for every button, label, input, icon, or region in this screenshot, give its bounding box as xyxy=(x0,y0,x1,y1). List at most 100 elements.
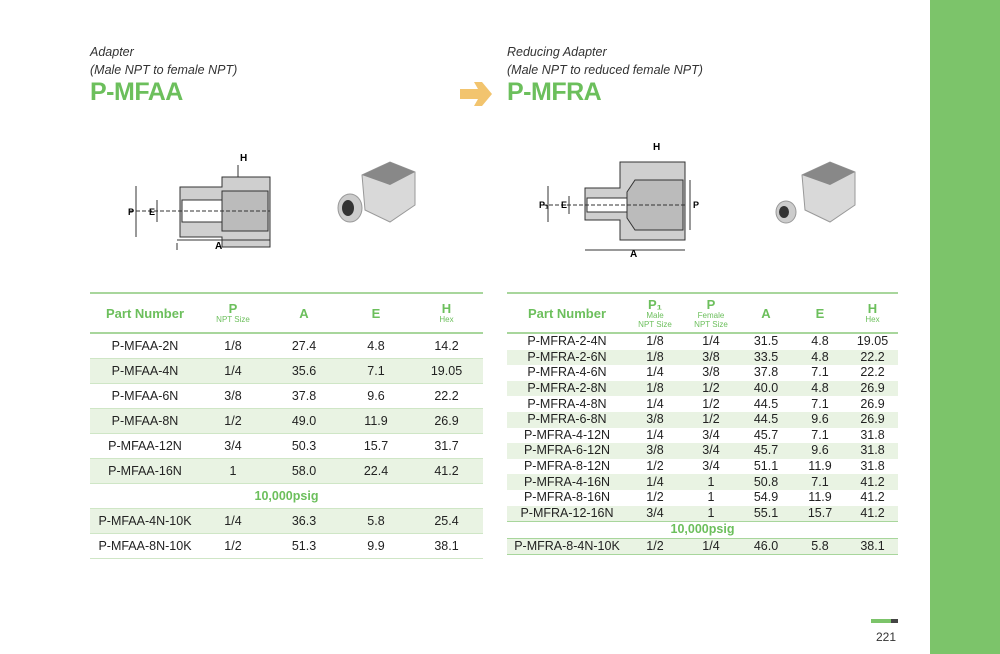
part-number-cell: P-MFAA-6N xyxy=(90,383,200,409)
value-cell: 41.2 xyxy=(410,458,483,484)
part-number-cell: P-MFRA-2-4N xyxy=(527,334,607,349)
value-cell: 41.2 xyxy=(847,505,898,522)
value-cell: 54.9 xyxy=(753,490,779,505)
value-cell: 1/8 xyxy=(627,349,683,366)
value-cell: 1/2 xyxy=(646,459,664,474)
part-number-cell: P-MFRA-4-8N xyxy=(527,396,607,411)
mfaa-spec-table: Part Number P NPT Size A E H Hex P-MFAA-2N… xyxy=(90,292,483,559)
part-number-cell: P-MFRA-6-12N xyxy=(507,443,627,459)
left-title: P-MFAA xyxy=(90,78,183,106)
dim-p: P xyxy=(128,207,134,217)
value-cell: 1/2 xyxy=(702,396,720,411)
part-number-cell: P-MFRA-6-8N xyxy=(507,411,627,428)
value-cell: 37.8 xyxy=(266,383,342,409)
part-number-cell: P-MFRA-4-16N xyxy=(507,474,627,490)
mfra-dimension-drawing: P₁ E P A H xyxy=(539,142,699,260)
value-cell: 41.2 xyxy=(847,474,898,490)
table-row: P-MFRA-4-12N 1/4 3/4 45.7 7.1 31.8 xyxy=(507,428,898,444)
value-cell: 33.5 xyxy=(739,349,793,366)
value-cell: 1/2 xyxy=(200,408,266,434)
value-cell: 1/4 xyxy=(646,396,664,411)
part-number-cell: P-MFRA-8-16N xyxy=(523,490,611,505)
value-cell: 5.8 xyxy=(793,538,847,556)
mfra-spec-table: Part Number P₁ Male NPT Size P Female NPT Si… xyxy=(507,292,898,556)
table-row: P-MFAA-12N 3/4 50.3 15.7 31.7 xyxy=(90,433,483,459)
value-cell: 1 xyxy=(683,474,739,490)
value-cell: 15.7 xyxy=(342,433,410,459)
value-cell: 4.8 xyxy=(342,333,410,359)
value-cell: 19.05 xyxy=(856,334,889,349)
value-cell: 15.7 xyxy=(793,505,847,522)
value-cell: 46.0 xyxy=(739,538,793,556)
value-cell: 3/8 xyxy=(627,411,683,428)
value-cell: 9.6 xyxy=(793,411,847,428)
value-cell: 1/2 xyxy=(683,380,739,397)
value-cell: 58.0 xyxy=(266,458,342,484)
mfaa-product-photo xyxy=(337,161,416,223)
dim-e: E xyxy=(149,207,155,217)
table-row: P-MFAA-6N 3/8 37.8 9.6 22.2 xyxy=(90,383,483,409)
part-number-cell: P-MFAA-8N-10K xyxy=(90,533,200,559)
value-cell: 51.3 xyxy=(266,533,342,559)
col-e: E xyxy=(342,292,410,334)
part-number-cell: P-MFRA-2-8N xyxy=(507,380,627,397)
part-number-cell: P-MFAA-8N xyxy=(90,408,200,434)
value-cell: 50.8 xyxy=(739,474,793,490)
value-cell: 3/8 xyxy=(627,443,683,459)
value-cell: 3/4 xyxy=(200,433,266,459)
value-cell: 3/4 xyxy=(683,443,739,459)
mfaa-dimension-drawing: P E A H xyxy=(128,153,271,250)
value-cell: 1/4 xyxy=(683,538,739,556)
value-cell: 55.1 xyxy=(739,505,793,522)
part-number-cell: P-MFAA-4N-10K xyxy=(90,508,200,534)
value-cell: 1/2 xyxy=(200,533,266,559)
dim-h: H xyxy=(653,142,660,153)
value-cell: 50.3 xyxy=(266,433,342,459)
value-cell: 7.1 xyxy=(811,396,829,411)
table-row: P-MFRA-4-6N 1/4 3/8 37.8 7.1 22.2 xyxy=(507,365,898,381)
page-number-bar xyxy=(871,619,898,623)
value-cell: 31.8 xyxy=(847,443,898,459)
value-cell: 22.2 xyxy=(410,383,483,409)
value-cell: 38.1 xyxy=(847,538,898,556)
value-cell: 22.2 xyxy=(847,349,898,366)
value-cell: 1/2 xyxy=(627,538,683,556)
value-cell: 1 xyxy=(200,458,266,484)
table-row: P-MFRA-8-4N-10K 1/2 1/4 46.0 5.8 38.1 xyxy=(507,538,898,556)
table-row: P-MFRA-4-8N 1/4 1/2 44.5 7.1 26.9 xyxy=(507,396,898,412)
value-cell: 41.2 xyxy=(860,490,885,505)
value-cell: 7.1 xyxy=(342,358,410,384)
page-number: 221 xyxy=(876,630,897,644)
table-row: P-MFRA-6-8N 3/8 1/2 44.5 9.6 26.9 xyxy=(507,411,898,428)
value-cell: 40.0 xyxy=(739,380,793,397)
dim-e: E xyxy=(561,200,567,210)
value-cell: 3/8 xyxy=(200,383,266,409)
value-cell: 45.7 xyxy=(739,443,793,459)
value-cell: 31.5 xyxy=(753,334,779,349)
value-cell: 1/4 xyxy=(646,365,664,380)
value-cell: 3/8 xyxy=(683,349,739,366)
green-sidebar xyxy=(930,0,1000,654)
dim-a: A xyxy=(215,241,222,250)
col-h: H Hex xyxy=(410,292,483,334)
value-cell: 1/8 xyxy=(200,333,266,359)
col-e: E xyxy=(793,292,847,334)
part-number-cell: P-MFRA-2-6N xyxy=(507,349,627,366)
mfra-product-photo xyxy=(775,161,856,224)
value-cell: 14.2 xyxy=(410,333,483,359)
value-cell: 37.8 xyxy=(753,365,779,380)
col-a: A xyxy=(739,292,793,334)
table-row: P-MFRA-8-16N 1/2 1 54.9 11.9 41.2 xyxy=(507,490,898,506)
value-cell: 31.8 xyxy=(860,459,885,474)
table-row: P-MFRA-4-16N 1/4 1 50.8 7.1 41.2 xyxy=(507,474,898,490)
value-cell: 4.8 xyxy=(793,380,847,397)
value-cell: 26.9 xyxy=(847,411,898,428)
col-part-number: Part Number xyxy=(90,292,200,334)
arrow-icon xyxy=(460,82,492,106)
table-row: P-MFAA-8N 1/2 49.0 11.9 26.9 xyxy=(90,408,483,434)
col-p1: P₁ Male NPT Size xyxy=(627,292,683,334)
table-row: P-MFRA-2-8N 1/8 1/2 40.0 4.8 26.9 xyxy=(507,380,898,397)
value-cell: 22.2 xyxy=(860,365,885,380)
value-cell: 3/8 xyxy=(702,365,720,380)
table-row: P-MFAA-4N 1/4 35.6 7.1 19.05 xyxy=(90,358,483,384)
